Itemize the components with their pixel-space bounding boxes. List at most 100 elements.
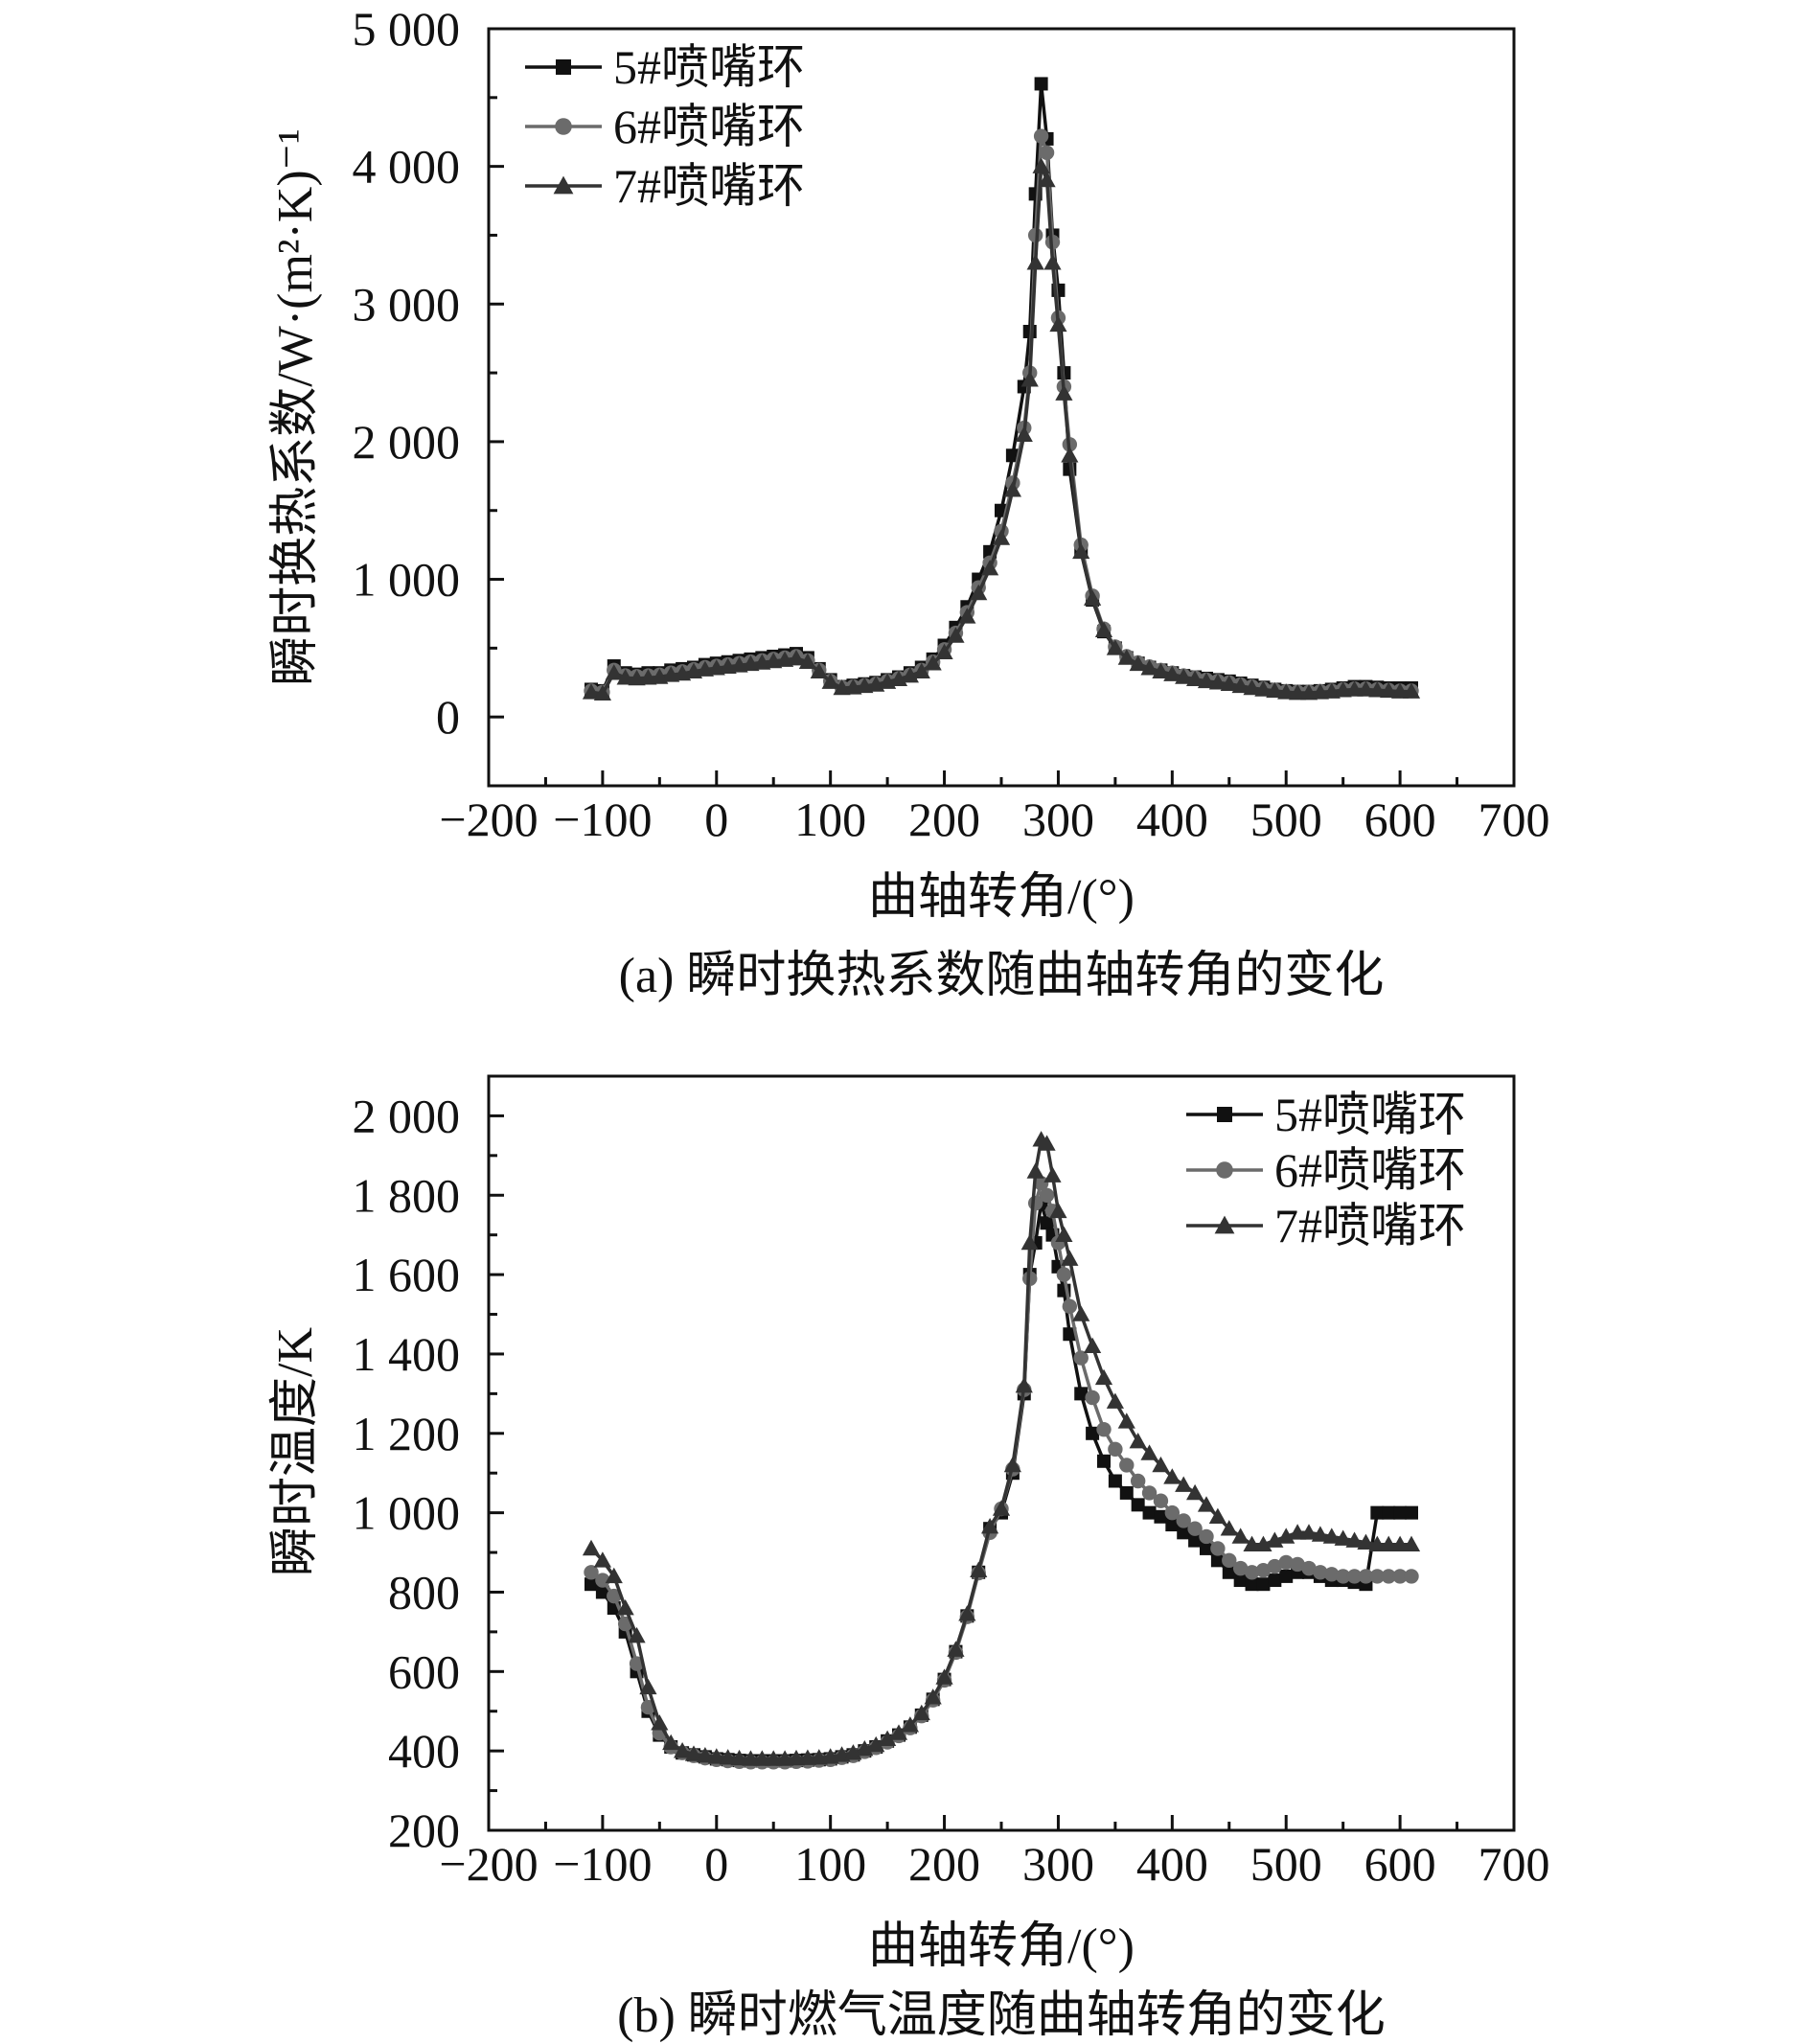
data-point bbox=[1381, 1569, 1396, 1584]
data-point bbox=[1402, 1535, 1421, 1552]
data-point bbox=[674, 1742, 692, 1758]
data-point bbox=[1277, 1527, 1295, 1544]
data-point bbox=[684, 1745, 703, 1761]
data-point bbox=[1055, 1226, 1073, 1242]
chart-b-caption: (b) 瞬时燃气温度随曲轴转角的变化 bbox=[617, 1988, 1386, 2043]
x-tick-label: −200 bbox=[439, 792, 538, 846]
data-point bbox=[1392, 1569, 1408, 1584]
data-point bbox=[1084, 589, 1102, 606]
data-point bbox=[1097, 1454, 1111, 1468]
data-point bbox=[639, 669, 657, 685]
data-point bbox=[935, 1668, 953, 1685]
x-tick-label: 200 bbox=[908, 792, 980, 846]
data-point bbox=[1391, 1535, 1410, 1552]
data-point bbox=[798, 1749, 816, 1765]
data-point bbox=[1231, 677, 1249, 694]
data-point bbox=[1154, 1509, 1168, 1524]
y-tick-label: 5 000 bbox=[353, 2, 461, 56]
x-tick-label: 500 bbox=[1250, 792, 1322, 846]
data-point bbox=[1108, 1474, 1122, 1488]
data-point bbox=[1084, 1337, 1102, 1353]
data-point bbox=[1038, 171, 1056, 188]
data-point bbox=[1140, 1444, 1158, 1460]
chart-a-x-axis-title: 曲轴转角/(°) bbox=[868, 870, 1135, 925]
y-tick-label: 1 800 bbox=[353, 1168, 461, 1222]
data-point bbox=[901, 1716, 919, 1733]
x-tick-label: 600 bbox=[1364, 1837, 1436, 1891]
chart-a-y-axis-title: 瞬时换热系数/W·(m²·K)⁻¹ bbox=[268, 128, 323, 685]
data-point bbox=[810, 1749, 828, 1765]
data-point bbox=[1003, 1456, 1021, 1473]
data-point bbox=[1108, 1441, 1123, 1458]
data-point bbox=[1086, 1426, 1100, 1440]
data-point bbox=[1129, 1432, 1147, 1449]
data-point bbox=[1369, 1569, 1386, 1584]
data-point bbox=[585, 1577, 598, 1592]
data-point bbox=[1382, 1505, 1396, 1520]
data-point bbox=[651, 1714, 669, 1731]
data-point bbox=[1177, 1526, 1191, 1540]
data-point bbox=[1299, 683, 1318, 700]
data-point bbox=[605, 1567, 623, 1584]
chart-a-heat-transfer-coefficient: −200 −100 0 100 200 300 400 500 600 700 0 1 000 2 00… bbox=[268, 2, 1550, 1003]
data-point bbox=[1020, 371, 1039, 387]
chart-a-caption: (a) 瞬时换热系数随曲轴转角的变化 bbox=[619, 949, 1385, 1003]
data-point bbox=[1268, 1573, 1282, 1588]
data-point bbox=[1175, 1476, 1193, 1492]
legend-marker bbox=[553, 175, 574, 195]
y-tick-label: 1 400 bbox=[353, 1327, 461, 1381]
y-tick-label: 600 bbox=[388, 1644, 460, 1698]
y-tick-label: 2 000 bbox=[353, 415, 461, 469]
data-point bbox=[616, 1598, 634, 1616]
data-point bbox=[753, 1750, 771, 1766]
data-point bbox=[856, 1739, 874, 1757]
data-point bbox=[1243, 1535, 1261, 1552]
data-point bbox=[833, 678, 851, 696]
data-point bbox=[1222, 1565, 1236, 1579]
data-point bbox=[1175, 668, 1193, 684]
data-point bbox=[1279, 1569, 1294, 1583]
data-point bbox=[1119, 1485, 1134, 1500]
data-point bbox=[1106, 1392, 1124, 1409]
data-point bbox=[1026, 254, 1044, 270]
data-point bbox=[810, 662, 828, 679]
data-point bbox=[1165, 1518, 1180, 1532]
legend-marker bbox=[1214, 1215, 1235, 1234]
data-point bbox=[605, 664, 623, 680]
data-point bbox=[1062, 1298, 1078, 1314]
data-point bbox=[912, 1704, 930, 1721]
data-point bbox=[1245, 1577, 1259, 1592]
data-point bbox=[607, 1588, 622, 1604]
x-tick-label: 0 bbox=[704, 792, 728, 846]
data-point bbox=[1402, 682, 1421, 699]
data-point bbox=[1380, 1535, 1398, 1552]
data-point bbox=[1222, 1552, 1237, 1569]
data-point bbox=[776, 1750, 794, 1766]
data-point bbox=[584, 1565, 599, 1580]
data-point bbox=[889, 1724, 908, 1740]
data-point bbox=[1129, 655, 1147, 672]
x-tick-label: 100 bbox=[794, 792, 866, 846]
data-point bbox=[992, 529, 1011, 545]
data-point bbox=[1290, 1556, 1305, 1573]
y-tick-label: 200 bbox=[388, 1803, 460, 1857]
data-point bbox=[1187, 1521, 1203, 1536]
data-point bbox=[1200, 1541, 1213, 1555]
data-point bbox=[1141, 1485, 1158, 1501]
x-tick-label: 600 bbox=[1364, 792, 1436, 846]
data-point bbox=[1153, 1493, 1169, 1508]
data-point bbox=[662, 1734, 680, 1751]
data-point bbox=[1056, 1267, 1072, 1282]
data-point bbox=[935, 643, 953, 659]
data-point bbox=[1188, 1533, 1203, 1548]
data-point bbox=[1345, 1531, 1364, 1548]
data-point bbox=[1255, 1562, 1272, 1578]
data-point bbox=[1254, 680, 1272, 697]
data-point bbox=[1131, 1498, 1145, 1512]
data-point bbox=[719, 1749, 737, 1765]
x-tick-label: 200 bbox=[908, 1837, 980, 1891]
data-point bbox=[867, 1735, 885, 1753]
data-point bbox=[912, 662, 930, 679]
data-point bbox=[1256, 1577, 1271, 1592]
x-tick-label: 300 bbox=[1022, 792, 1094, 846]
